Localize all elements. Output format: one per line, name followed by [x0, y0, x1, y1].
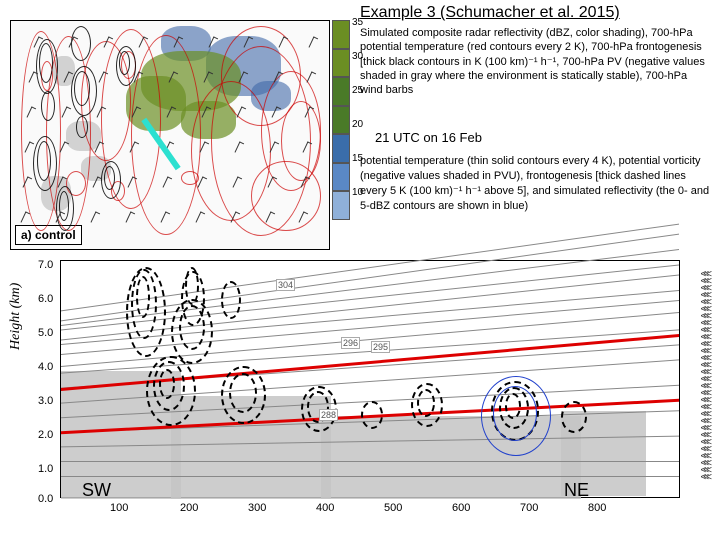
- x-tick: 100: [110, 502, 128, 514]
- x-tick: 800: [588, 502, 606, 514]
- y-tick: 1.0: [38, 463, 53, 475]
- frontogenesis-contour: [37, 141, 51, 181]
- frontogenesis-dash: [561, 401, 587, 433]
- colorbar-segment: [332, 134, 350, 163]
- y-tick: 5.0: [38, 327, 53, 339]
- y-tick: 2.0: [38, 429, 53, 441]
- theta-label: 295: [371, 341, 390, 353]
- colorbar-segment: [332, 163, 350, 192]
- theta-isoline: [61, 476, 679, 477]
- colorbar-tick: 10: [352, 188, 363, 198]
- cross-section-plot: <<<<<<<<<<<<<<<<<<<<<<<<<<<<<<<<<<<<<<<<…: [60, 260, 680, 498]
- y-tick: 6.0: [38, 293, 53, 305]
- x-tick: 500: [384, 502, 402, 514]
- frontogenesis-dash: [221, 281, 241, 319]
- frontogenesis-contour: [71, 26, 91, 61]
- figure-title: Example 3 (Schumacher et al. 2015): [360, 4, 620, 22]
- y-tick: 7.0: [38, 259, 53, 271]
- colorbar-tick: 25: [352, 86, 363, 96]
- x-tick: 400: [316, 502, 334, 514]
- colorbar-tick: 35: [352, 18, 363, 28]
- frontogenesis-contour: [39, 43, 53, 83]
- ne-label: NE: [564, 480, 589, 501]
- colorbar-segment: [332, 49, 350, 78]
- colorbar-segment: [332, 191, 350, 220]
- colorbar-segment: [332, 77, 350, 106]
- y-tick: 4.0: [38, 361, 53, 373]
- colorbar-segment: [332, 106, 350, 135]
- theta-contour: [251, 161, 321, 231]
- wind-barb: [309, 36, 315, 47]
- x-tick: 300: [248, 502, 266, 514]
- wind-barb: [126, 211, 132, 222]
- wind-barb: [196, 211, 202, 222]
- wind-barb: [91, 211, 97, 222]
- theta-label: 288: [319, 409, 338, 421]
- theta-label: 296: [341, 337, 360, 349]
- colorbar-tick: 15: [352, 154, 363, 164]
- y-axis-label: Height (km): [8, 283, 24, 350]
- wind-barb: [21, 211, 27, 222]
- colorbar: [332, 20, 350, 220]
- frontogenesis-contour: [119, 51, 130, 75]
- frontogenesis-contour: [74, 71, 90, 106]
- frontogenesis-contour: [104, 166, 115, 190]
- timestamp: 21 UTC on 16 Feb: [375, 130, 482, 145]
- colorbar-tick: 30: [352, 52, 363, 62]
- wind-barbs-column: <<<<<<<<<<<<<<<<<<<<<<<<<<<<<<<<<<<<<<<<…: [700, 271, 709, 481]
- y-tick: 0.0: [38, 493, 53, 505]
- frontogenesis-dash: [179, 305, 205, 350]
- y-tick: 3.0: [38, 395, 53, 407]
- x-tick: 600: [452, 502, 470, 514]
- panel-a-map: a) control: [10, 20, 330, 250]
- theta-isoline: [61, 461, 679, 462]
- frontogenesis-dash: [229, 373, 257, 413]
- frontogenesis-dash: [361, 401, 383, 429]
- panel-a-description: Simulated composite radar reflectivity (…: [360, 26, 710, 97]
- frontogenesis-dash: [417, 389, 435, 417]
- reflectivity-contour: [493, 386, 537, 441]
- theta-contour: [131, 35, 201, 235]
- frontogenesis-contour: [41, 91, 55, 121]
- panel-b-cross-section: Height (km) 7.0 6.0 5.0 4.0 3.0 2.0 1.0 0.0 100…: [10, 260, 710, 530]
- colorbar-tick: 20: [352, 120, 363, 130]
- frontogenesis-contour: [59, 191, 69, 221]
- wind-barb: [307, 71, 313, 82]
- frontogenesis-dash: [159, 369, 175, 399]
- frontogenesis-contour: [76, 116, 88, 138]
- x-tick: 200: [180, 502, 198, 514]
- frontogenesis-dash: [136, 276, 150, 318]
- colorbar-labels: 35 30 25 20 15 10: [352, 18, 363, 222]
- theta-contour: [181, 171, 199, 185]
- x-tick: 700: [520, 502, 538, 514]
- theta-label: 304: [276, 279, 295, 291]
- colorbar-segment: [332, 20, 350, 49]
- sw-label: SW: [82, 480, 111, 501]
- panel-b-description: potential temperature (thin solid contou…: [360, 154, 710, 213]
